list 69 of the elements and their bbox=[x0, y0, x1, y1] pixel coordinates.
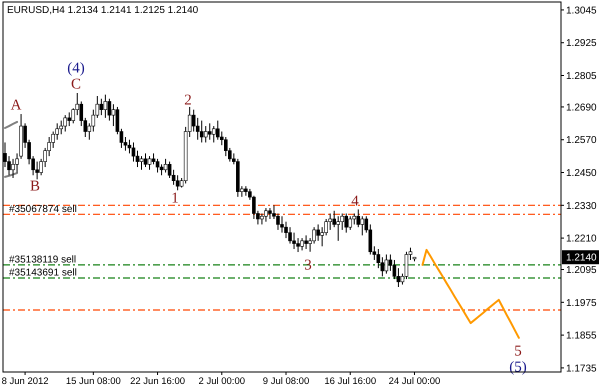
y-tick-label: 1.1855 bbox=[566, 330, 598, 342]
candlestick bbox=[176, 174, 180, 191]
annotation: C bbox=[70, 76, 82, 92]
candlestick bbox=[196, 117, 200, 140]
candlestick bbox=[200, 120, 204, 143]
x-tick-label: 24 Jul 00:00 bbox=[388, 376, 440, 387]
y-tick-label: 1.2805 bbox=[566, 71, 598, 82]
y-tick-label: 1.2450 bbox=[566, 168, 598, 180]
candlestick bbox=[300, 238, 304, 251]
candlestick bbox=[212, 126, 216, 143]
ref-line-label: #35138119 sell bbox=[9, 254, 76, 266]
y-tick-label: 1.1735 bbox=[566, 363, 598, 374]
candlestick bbox=[304, 234, 308, 250]
candlestick bbox=[384, 254, 388, 274]
candlestick bbox=[312, 226, 316, 244]
candlestick bbox=[340, 213, 344, 230]
annotation: 4 bbox=[351, 193, 360, 210]
candlestick bbox=[144, 152, 148, 168]
chart-title: EURUSD,H4 1.2134 1.2141 1.2125 1.2140 bbox=[7, 5, 199, 16]
annotation: (4) bbox=[67, 60, 85, 76]
candlestick bbox=[148, 156, 152, 170]
candlestick bbox=[35, 161, 39, 180]
ref-line-label: #35067874 sell bbox=[9, 204, 77, 215]
candlestick bbox=[216, 120, 220, 140]
candlestick bbox=[360, 216, 364, 236]
ref-line-label: #35143691 sell bbox=[9, 267, 77, 278]
candlestick bbox=[244, 186, 248, 196]
candlestick bbox=[352, 213, 356, 225]
candlestick bbox=[208, 122, 212, 140]
candlestick bbox=[328, 213, 332, 230]
candlestick bbox=[100, 98, 104, 116]
y-tick-label: 1.2210 bbox=[566, 234, 598, 245]
candlestick bbox=[140, 156, 144, 170]
line-series bbox=[4, 120, 18, 129]
candlestick bbox=[164, 158, 168, 174]
candlestick bbox=[104, 94, 108, 118]
x-tick-label: 16 Jul 16:00 bbox=[324, 376, 376, 387]
annotation: A bbox=[10, 97, 22, 114]
y-tick-label: 1.2570 bbox=[566, 135, 598, 146]
candlestick bbox=[344, 213, 348, 234]
candlestick bbox=[67, 112, 72, 127]
y-tick-label: 1.2690 bbox=[566, 102, 598, 114]
annotation: 2 bbox=[184, 92, 192, 108]
y-tick-label: 1.1975 bbox=[566, 298, 598, 309]
candlestick bbox=[264, 208, 268, 222]
candlestick bbox=[348, 216, 352, 230]
y-tick-label: 1.3045 bbox=[566, 5, 598, 16]
x-tick-label: 22 Jun 16:00 bbox=[130, 376, 186, 387]
y-tick-label: 1.2925 bbox=[566, 38, 598, 50]
candlestick bbox=[336, 216, 340, 242]
y-tick-label: 1.2095 bbox=[566, 265, 598, 276]
annotation: 5 bbox=[514, 343, 522, 360]
candlestick bbox=[356, 208, 360, 228]
candlestick bbox=[204, 126, 208, 143]
candlestick bbox=[71, 108, 76, 124]
y-tick-label: 1.2330 bbox=[566, 200, 598, 212]
candlestick bbox=[108, 98, 112, 122]
x-tick-label: 15 Jun 08:00 bbox=[66, 376, 121, 387]
x-tick-label: 9 Jul 08:00 bbox=[262, 376, 310, 387]
line-series bbox=[422, 248, 520, 339]
candlestick bbox=[268, 208, 272, 220]
candlestick bbox=[63, 114, 68, 132]
candlestick bbox=[376, 248, 380, 269]
text: 1.2140 bbox=[566, 252, 598, 264]
candlestick bbox=[55, 122, 59, 140]
annotation: 1 bbox=[171, 190, 179, 206]
x-tick-label: 8 Jun 2012 bbox=[2, 376, 49, 387]
x-tick-label: 2 Jul 00:00 bbox=[198, 376, 246, 387]
annotation: B bbox=[30, 178, 40, 194]
